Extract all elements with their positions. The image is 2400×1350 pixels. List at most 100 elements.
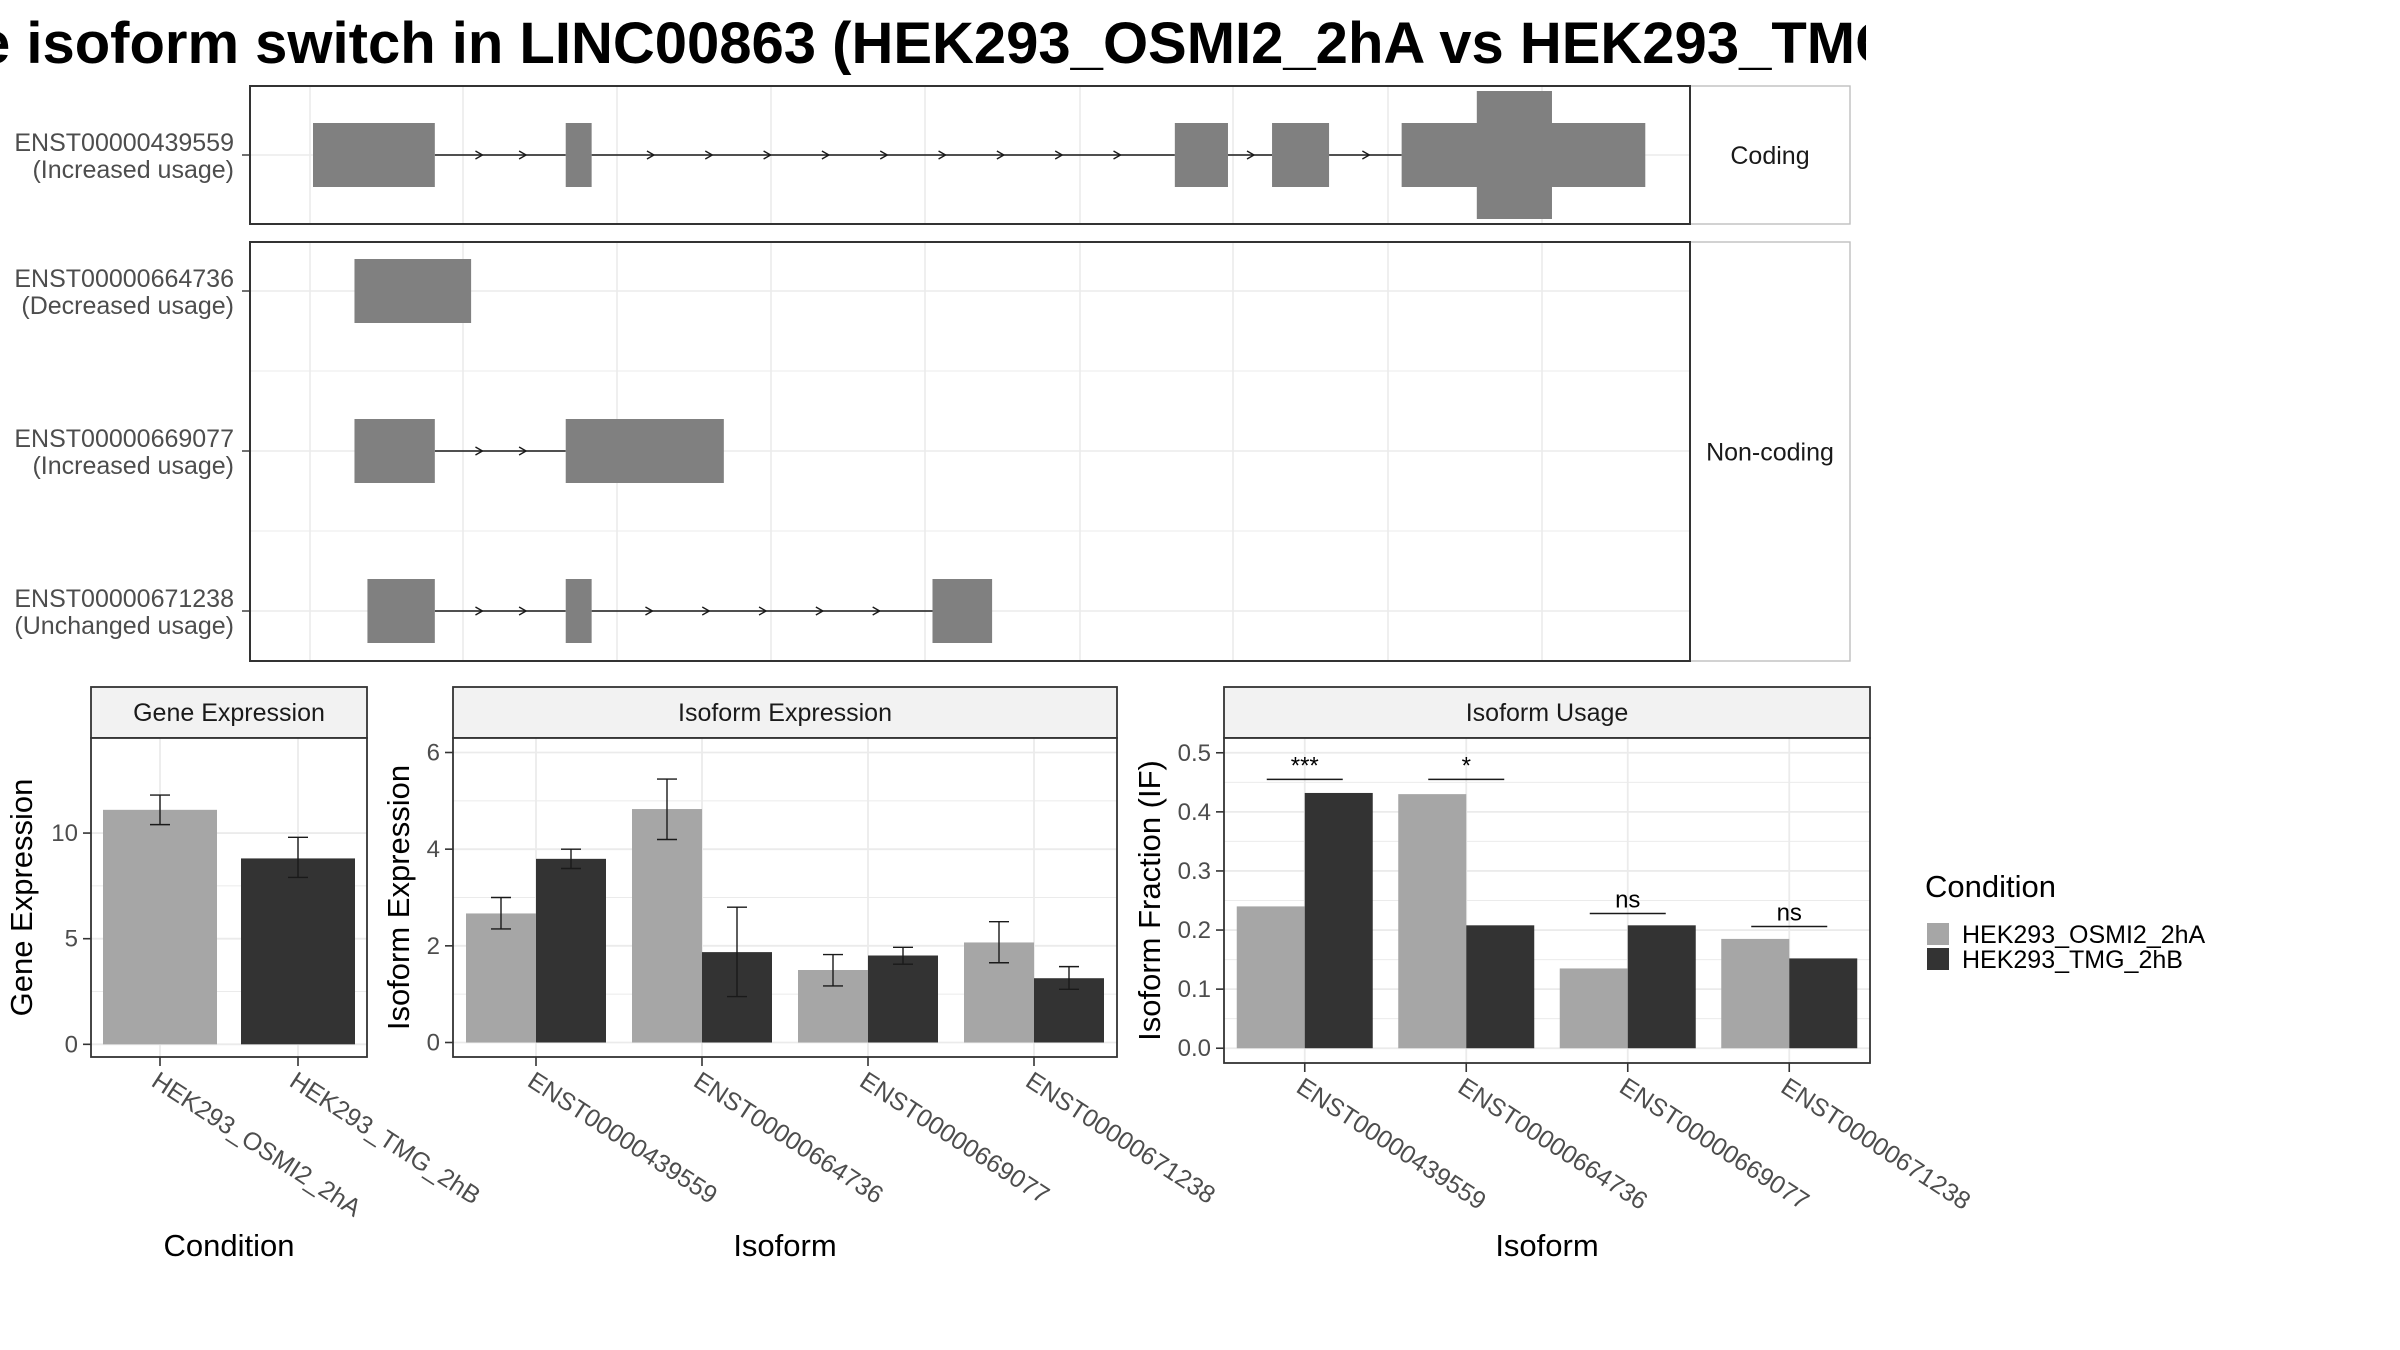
intron-arrow — [872, 606, 882, 616]
y-axis-title: Gene Expression — [4, 779, 39, 1017]
exon-block — [354, 259, 472, 323]
intron-arrow — [996, 150, 1006, 160]
intron-arrow — [1246, 150, 1256, 160]
legend-label: HEK293_OSMI2_2hA — [1962, 921, 2206, 949]
y-axis-title: Isoform Expression — [381, 765, 416, 1030]
panel-border — [1223, 737, 1871, 1064]
x-axis-title: Isoform — [1495, 1228, 1598, 1263]
exon-block — [313, 123, 435, 187]
exon-block — [1476, 91, 1552, 219]
panel-border — [452, 737, 1118, 1058]
exon-block — [354, 419, 435, 483]
bar — [536, 858, 606, 1043]
intron-arrow — [879, 150, 889, 160]
y-tick-label: 0 — [65, 1031, 78, 1058]
y-tick-label: 0.5 — [1178, 740, 1211, 767]
isoform-id-label: ENST00000671238 — [14, 585, 234, 613]
significance-label: * — [1462, 752, 1471, 779]
y-tick-label: 0.0 — [1178, 1035, 1211, 1062]
bar — [1398, 794, 1467, 1049]
isoform-id-label: ENST00000439559 — [14, 129, 234, 157]
gene-panel-non-coding: Non-coding — [249, 241, 1851, 662]
bar — [632, 809, 702, 1043]
bar — [103, 809, 217, 1045]
legend-label: HEK293_TMG_2hB — [1962, 946, 2183, 974]
y-axis-title: Isoform Fraction (IF) — [1132, 760, 1167, 1041]
intron-arrow — [645, 606, 654, 616]
y-tick-label: 0.4 — [1178, 799, 1211, 826]
intron-arrow — [475, 150, 484, 160]
isoform-id-label: ENST00000664736 — [14, 265, 234, 293]
intron-arrow — [475, 446, 484, 456]
bar — [466, 913, 536, 1043]
bar — [241, 858, 355, 1045]
intron-arrow — [646, 150, 656, 160]
bar — [1236, 906, 1305, 1049]
category-label: Non-coding — [1706, 439, 1834, 467]
isoform-usage-label: (Increased usage) — [32, 452, 234, 480]
bar — [1466, 925, 1535, 1049]
y-tick-label: 6 — [427, 740, 440, 767]
bar — [1789, 958, 1858, 1049]
bar-panel-3: Isoform Usage*** *ns ns0.00.10.20.30.40.5E… — [1132, 686, 1975, 1263]
bar-panel-2: Isoform Expression0246ENST00000439559ENS… — [381, 686, 1220, 1263]
y-tick-label: 0.1 — [1178, 976, 1211, 1003]
panel-border — [90, 737, 368, 1058]
intron-arrow — [938, 150, 947, 160]
y-tick-label: 0.2 — [1178, 917, 1211, 944]
isoform-id-label: ENST00000669077 — [14, 425, 234, 453]
significance-label: ns — [1777, 900, 1802, 927]
intron-arrow — [704, 150, 714, 160]
intron-arrow — [1362, 150, 1371, 160]
exon-block — [565, 579, 592, 643]
legend-title: Condition — [1925, 869, 2056, 904]
significance-label: *** — [1291, 752, 1319, 779]
y-tick-label: 10 — [51, 820, 78, 847]
intron-arrow — [1113, 150, 1122, 160]
exon-block — [565, 123, 592, 187]
bar — [868, 955, 938, 1043]
bar — [1304, 792, 1373, 1049]
isoform-usage-label: (Decreased usage) — [21, 292, 234, 320]
panel-strip — [90, 686, 368, 739]
intron-arrow — [518, 606, 528, 616]
intron-arrow — [821, 150, 831, 160]
panel-title: Isoform Usage — [1466, 699, 1629, 727]
intron-arrow — [1054, 150, 1064, 160]
bar — [1721, 938, 1790, 1049]
isoform-usage-label: (Increased usage) — [32, 156, 234, 184]
panel-title: Isoform Expression — [678, 699, 892, 727]
intron-arrow — [475, 606, 484, 616]
exon-block — [565, 419, 724, 483]
x-axis-title: Isoform — [733, 1228, 836, 1263]
intron-arrow — [758, 606, 768, 616]
intron-arrow — [815, 606, 825, 616]
panel-title: Gene Expression — [133, 699, 325, 727]
isoform-usage-label: (Unchanged usage) — [14, 612, 234, 640]
exon-block — [1272, 123, 1330, 187]
y-tick-label: 0 — [427, 1030, 440, 1057]
y-tick-label: 0.3 — [1178, 858, 1211, 885]
category-label: Coding — [1730, 142, 1809, 170]
figure-title: e isoform switch in LINC00863 (HEK293_OS… — [0, 11, 1866, 76]
exon-block — [932, 579, 993, 643]
x-axis-title: Condition — [164, 1228, 295, 1263]
gene-panel-coding: Coding — [249, 85, 1851, 225]
exon-block — [367, 579, 435, 643]
intron-arrow — [518, 150, 528, 160]
significance-label: ns — [1615, 887, 1640, 914]
bar — [1559, 968, 1628, 1049]
y-tick-label: 2 — [427, 933, 440, 960]
y-tick-label: 4 — [427, 836, 440, 863]
bar — [1627, 925, 1696, 1049]
legend-swatch — [1927, 923, 1949, 945]
exon-block — [1174, 123, 1228, 187]
category-strip — [1689, 85, 1851, 225]
intron-arrow — [518, 446, 528, 456]
intron-arrow — [701, 606, 711, 616]
y-tick-label: 5 — [65, 926, 78, 953]
category-strip — [1689, 241, 1851, 662]
intron-arrow — [763, 150, 773, 160]
